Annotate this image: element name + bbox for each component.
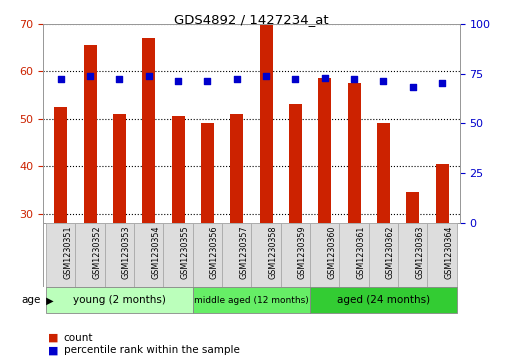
Bar: [406, 192, 420, 223]
Text: GSM1230359: GSM1230359: [298, 226, 307, 280]
Bar: [134, 223, 164, 287]
Text: GSM1230363: GSM1230363: [415, 226, 424, 279]
Bar: [193, 287, 310, 313]
Bar: [435, 164, 449, 223]
Text: GSM1230358: GSM1230358: [268, 226, 277, 279]
Point: [409, 85, 417, 90]
Point: [438, 81, 446, 86]
Bar: [172, 116, 185, 223]
Point: [174, 78, 182, 84]
Text: GSM1230357: GSM1230357: [239, 226, 248, 280]
Bar: [142, 38, 155, 223]
Text: count: count: [64, 333, 93, 343]
Text: young (2 months): young (2 months): [73, 295, 166, 305]
Text: GSM1230360: GSM1230360: [327, 226, 336, 279]
Bar: [193, 223, 222, 287]
Text: GSM1230355: GSM1230355: [180, 226, 189, 280]
Text: GSM1230356: GSM1230356: [210, 226, 219, 279]
Text: GSM1230352: GSM1230352: [92, 226, 102, 280]
Bar: [201, 123, 214, 223]
Bar: [113, 114, 126, 223]
Bar: [369, 223, 398, 287]
Bar: [105, 223, 134, 287]
Bar: [251, 223, 281, 287]
Text: ■: ■: [48, 345, 59, 355]
Bar: [347, 83, 361, 223]
Bar: [46, 287, 193, 313]
Text: middle aged (12 months): middle aged (12 months): [194, 296, 309, 305]
Point: [350, 77, 358, 82]
Point: [321, 74, 329, 80]
Text: percentile rank within the sample: percentile rank within the sample: [64, 345, 239, 355]
Text: ▶: ▶: [43, 295, 54, 305]
Bar: [398, 223, 427, 287]
Text: GSM1230353: GSM1230353: [122, 226, 131, 279]
Point: [145, 73, 153, 78]
Text: GSM1230364: GSM1230364: [444, 226, 454, 279]
Bar: [260, 24, 273, 223]
Bar: [83, 45, 97, 223]
Text: aged (24 months): aged (24 months): [337, 295, 430, 305]
Bar: [76, 223, 105, 287]
Bar: [289, 105, 302, 223]
Text: GSM1230361: GSM1230361: [357, 226, 365, 279]
Bar: [222, 223, 251, 287]
Text: GSM1230354: GSM1230354: [151, 226, 160, 279]
Bar: [46, 223, 76, 287]
Bar: [54, 107, 68, 223]
Point: [262, 73, 270, 78]
Point: [379, 78, 388, 84]
Point: [292, 77, 300, 82]
Bar: [339, 223, 369, 287]
Text: age: age: [21, 295, 41, 305]
Point: [57, 77, 65, 82]
Text: ■: ■: [48, 333, 59, 343]
Point: [86, 73, 94, 78]
Bar: [281, 223, 310, 287]
Bar: [427, 223, 457, 287]
Point: [233, 77, 241, 82]
Bar: [310, 223, 339, 287]
Bar: [164, 223, 193, 287]
Text: GSM1230362: GSM1230362: [386, 226, 395, 279]
Bar: [377, 123, 390, 223]
Point: [115, 77, 123, 82]
Bar: [230, 114, 243, 223]
Bar: [310, 287, 457, 313]
Point: [203, 78, 211, 84]
Text: GDS4892 / 1427234_at: GDS4892 / 1427234_at: [174, 13, 329, 26]
Bar: [318, 78, 331, 223]
Text: GSM1230351: GSM1230351: [63, 226, 72, 279]
